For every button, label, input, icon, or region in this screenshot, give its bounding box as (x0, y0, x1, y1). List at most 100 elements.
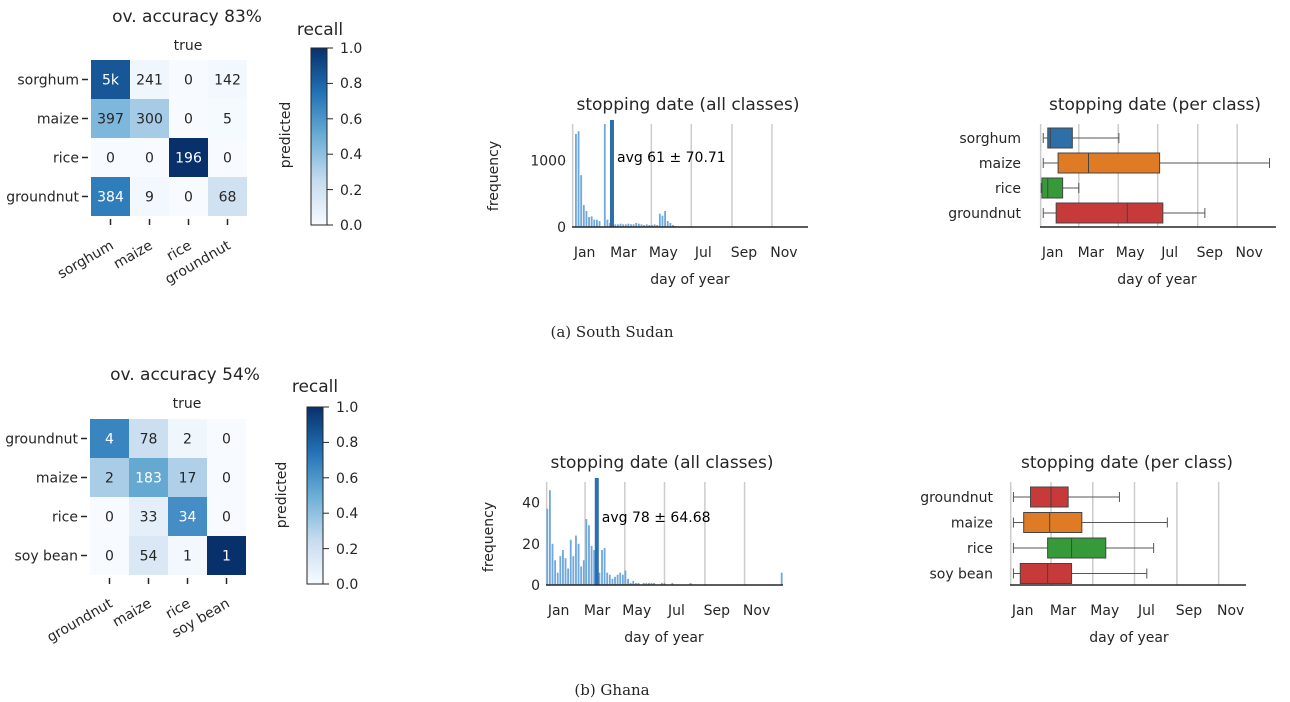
histogram-bar (663, 582, 666, 585)
colorbar-tick-label: 0.0 (340, 218, 362, 234)
histogram-title-b: stopping date (all classes) (551, 453, 774, 473)
confusion-ylabel-a: predicted (278, 102, 294, 168)
confusion-cell-value: 0 (222, 510, 231, 526)
boxplot-x-tick-label: Nov (1236, 245, 1263, 261)
colorbar-tick-label: 0.2 (336, 542, 358, 558)
boxplot-x-tick-label: Jan (1011, 603, 1034, 619)
confusion-cell (130, 99, 169, 138)
histogram-bar (611, 578, 614, 585)
histogram-x-tick-label: Nov (743, 603, 770, 619)
histogram-y-tick-label: 20 (522, 537, 540, 553)
histogram-bar (660, 582, 663, 585)
boxplot-x-tick-label: Jul (1160, 245, 1178, 261)
boxplot-box (1019, 563, 1073, 584)
histogram-bar (577, 543, 580, 585)
confusion-cell-value: 54 (140, 549, 158, 565)
confusion-cell (207, 458, 246, 497)
confusion-row-label: rice (52, 510, 78, 526)
histogram-bar (601, 549, 603, 585)
caption-b: (b) Ghana (574, 681, 649, 699)
confusion-matrix-panel-a: ov. accuracy 83% true 5k 241 0 142 397 300 0 5 0… (6, 7, 362, 288)
histogram-bar (664, 211, 666, 227)
histogram-x-tick-label: May (649, 245, 678, 261)
histogram-bar (569, 539, 572, 585)
histogram-x-tick-label: Mar (584, 603, 611, 619)
histogram-bar (689, 582, 692, 585)
histogram-x-tick-label: Mar (610, 245, 637, 261)
confusion-cell-value: 33 (140, 510, 158, 526)
histogram-bar (658, 213, 661, 227)
confusion-col-label: maize (110, 596, 154, 631)
histogram-bar (669, 223, 672, 227)
confusion-row-label: sorghum (17, 73, 79, 89)
confusion-grid-b: 4 78 2 0 2 183 17 0 0 33 34 0 0 54 1 1 groundnut groundnu… (5, 419, 246, 646)
boxplot-panel-a: stopping date (per class) sorghum maize ri… (948, 95, 1276, 288)
colorbar-gradient-a (310, 47, 328, 226)
histogram-avg-label: avg 61 ± 70.71 (617, 150, 726, 166)
confusion-row-label: rice (53, 151, 79, 167)
histogram-bar (598, 221, 601, 227)
boxplot-xlabel-a: day of year (1117, 272, 1197, 288)
histogram-bar (603, 547, 606, 585)
histogram-x-tick-label: Jul (667, 603, 685, 619)
colorbar-b: recall 1.0 0.8 0.6 0.4 0.2 0.0 predicted (274, 377, 358, 593)
confusion-cell (208, 177, 247, 216)
boxplot-class-label: groundnut (920, 490, 993, 506)
confusion-title-b: ov. accuracy 54% (110, 365, 260, 385)
boxplot-class-label: rice (967, 541, 993, 557)
histogram-bar (616, 574, 619, 585)
histogram-plot-b: avg 78 ± 64.68 Jan Mar May Jul Sep Nov 0 20 40 (522, 478, 783, 619)
confusion-cell (207, 497, 246, 536)
boxplot-class-label: maize (979, 156, 1021, 172)
confusion-cell-value: 5k (102, 73, 120, 89)
confusion-cell (168, 536, 207, 575)
histogram-bar (572, 556, 575, 585)
confusion-cell-value: 0 (184, 73, 193, 89)
confusion-cell (91, 99, 130, 138)
histogram-plot-a: avg 61 ± 70.71 Jan Mar May Jul Sep Nov 0 1000 (530, 120, 808, 261)
confusion-cell (130, 138, 169, 177)
histogram-x-tick-label: May (622, 603, 651, 619)
histogram-bar (648, 225, 651, 227)
colorbar-ticks-b: 1.0 0.8 0.6 0.4 0.2 0.0 (323, 400, 358, 593)
histogram-bar (614, 576, 616, 585)
confusion-cell-value: 241 (136, 73, 163, 89)
colorbar-tick-label: 0.8 (340, 76, 362, 92)
confusion-cell-value: 300 (136, 112, 163, 128)
confusion-row-label: groundnut (6, 190, 79, 206)
histogram-bar (549, 490, 551, 585)
confusion-row-label: maize (37, 112, 79, 128)
histogram-bar (580, 566, 583, 585)
confusion-cell (169, 99, 208, 138)
confusion-cell (208, 138, 247, 177)
confusion-col-label: maize (111, 238, 155, 273)
histogram-bar (780, 572, 783, 585)
colorbar-tick-label: 0.0 (336, 577, 358, 593)
confusion-col-label: groundnut (44, 595, 115, 645)
boxplot-x-tick-label: Jul (1137, 603, 1155, 619)
boxplot-x-tick-label: Sep (1176, 603, 1203, 619)
histogram-bar (624, 570, 627, 585)
confusion-cell-value: 0 (184, 190, 193, 206)
histogram-panel-a: stopping date (all classes) avg 61 ± 70.… (486, 95, 808, 288)
histogram-ylabel-b: frequency (481, 502, 497, 572)
histogram-bar (559, 556, 562, 585)
confusion-row-label: groundnut (5, 432, 78, 448)
boxplot-x-tick-label: Mar (1050, 603, 1077, 619)
colorbar-label-b: recall (292, 377, 338, 397)
confusion-cell (90, 497, 129, 536)
confusion-cell (168, 497, 207, 536)
histogram-bar (619, 572, 622, 585)
histogram-y-tick-label: 40 (522, 496, 540, 512)
histogram-bar (575, 535, 577, 585)
boxplot-plot-a: sorghum maize rice groundnut Jan Mar May Jul Sep… (948, 124, 1276, 261)
confusion-cell (91, 177, 130, 216)
histogram-x-tick-label: Nov (770, 245, 797, 261)
confusion-cell-value: 183 (135, 471, 162, 487)
boxplot-x-tick-label: May (1116, 245, 1145, 261)
histogram-bar (653, 224, 656, 227)
histogram-xlabel-b: day of year (624, 630, 704, 646)
histogram-bar (616, 224, 619, 227)
histogram-bar (671, 582, 674, 585)
confusion-cell-value: 1 (222, 549, 231, 565)
